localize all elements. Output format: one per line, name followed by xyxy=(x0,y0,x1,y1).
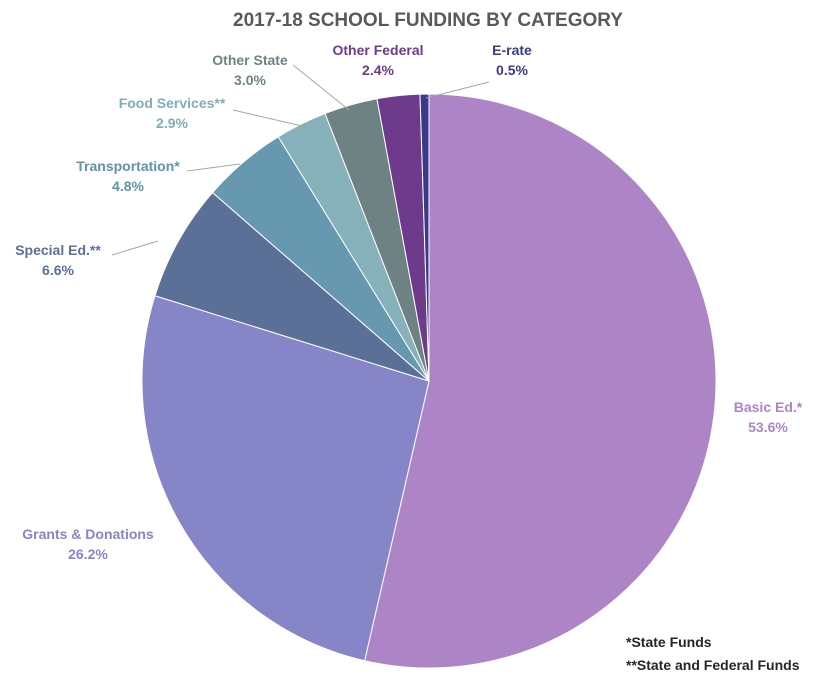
pie-slice-grants-donations xyxy=(141,295,430,662)
slice-value-special-ed: 6.6% xyxy=(42,262,74,278)
pie-slice-basic-ed xyxy=(364,93,717,669)
slice-label-other-state: Other State xyxy=(212,52,288,68)
leader-line-other-state xyxy=(292,64,350,111)
slice-value-grants-donations: 26.2% xyxy=(68,546,108,562)
slice-value-basic-ed: 53.6% xyxy=(748,419,788,435)
slice-value-other-federal: 2.4% xyxy=(362,62,394,78)
slice-label-transportation: Transportation* xyxy=(76,158,180,174)
leader-line-e-rate xyxy=(425,81,490,99)
slice-label-special-ed: Special Ed.** xyxy=(15,242,101,258)
slice-label-basic-ed: Basic Ed.* xyxy=(734,399,803,415)
leader-line-special-ed xyxy=(111,240,159,256)
pie-slices xyxy=(141,93,717,669)
slice-value-transportation: 4.8% xyxy=(112,178,144,194)
pie-slice-e-rate xyxy=(419,93,430,382)
footnote-state-funds: *State Funds xyxy=(626,634,712,650)
slice-label-other-federal: Other Federal xyxy=(332,42,423,58)
slice-label-food-services: Food Services** xyxy=(119,95,226,111)
slice-labels: Basic Ed.* 53.6% Grants & Donations 26.2% Sp… xyxy=(15,42,803,562)
slice-value-e-rate: 0.5% xyxy=(496,62,528,78)
leader-lines xyxy=(111,64,490,256)
pie-slice-special-ed xyxy=(154,191,430,382)
footnote-state-federal-funds: **State and Federal Funds xyxy=(626,657,800,673)
slice-label-grants-donations: Grants & Donations xyxy=(22,526,154,542)
slice-value-other-state: 3.0% xyxy=(234,72,266,88)
slice-value-food-services: 2.9% xyxy=(156,115,188,131)
chart-title: 2017-18 SCHOOL FUNDING BY CATEGORY xyxy=(233,10,623,31)
leader-line-transportation xyxy=(186,163,241,172)
slice-label-e-rate: E-rate xyxy=(492,42,532,58)
leader-line-food-services xyxy=(232,109,303,127)
